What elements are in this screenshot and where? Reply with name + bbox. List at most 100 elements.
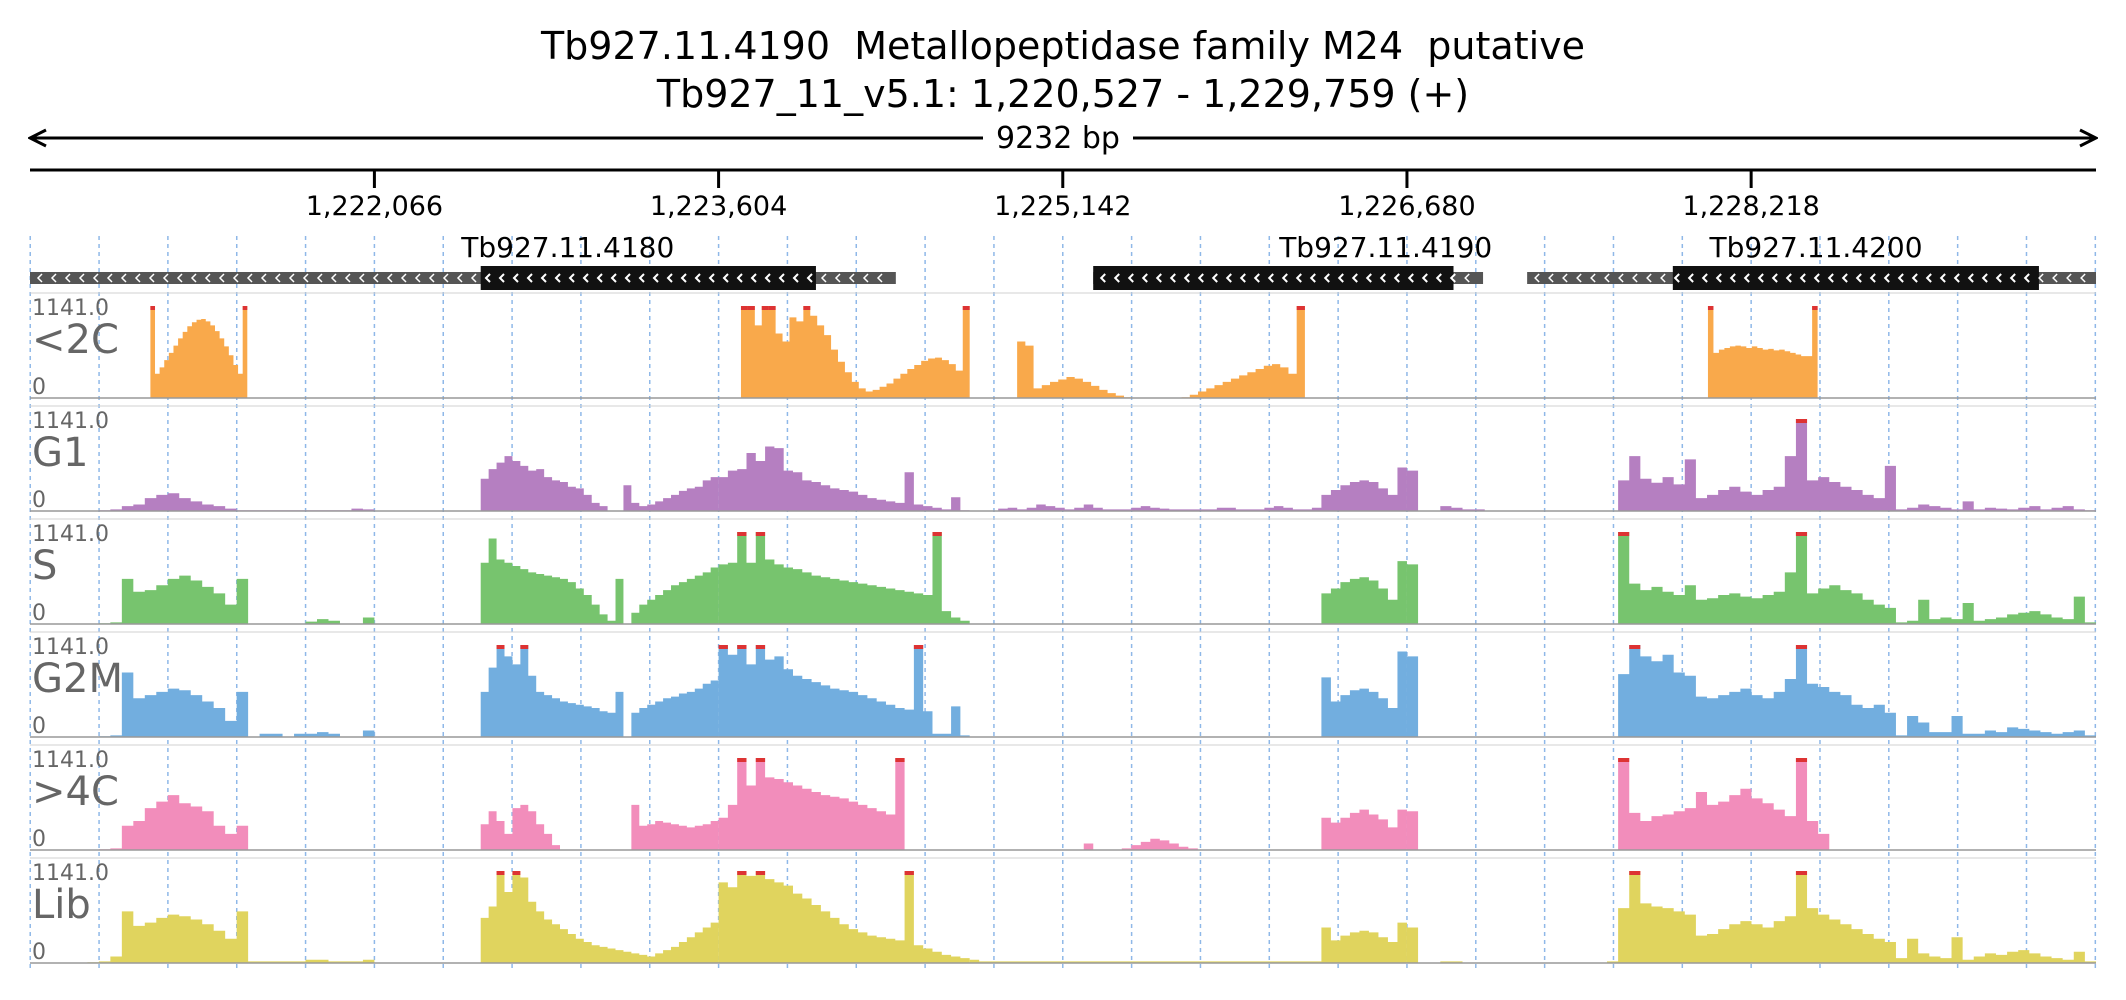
strand-chevron — [568, 273, 575, 283]
strand-chevron — [1660, 273, 1666, 283]
strand-chevron — [274, 273, 281, 283]
chart-title-locus: Tb927_11_v5.1: 1,220,527 - 1,229,759 (+) — [656, 72, 1470, 116]
strand-chevron — [232, 273, 239, 283]
coverage-area — [30, 575, 375, 624]
strand-chevron — [526, 273, 533, 283]
coverage-area — [480, 645, 719, 737]
strand-chevron — [148, 273, 155, 283]
clip-marker — [512, 871, 521, 875]
strand-chevron — [778, 273, 785, 283]
strand-chevron — [1827, 273, 1834, 283]
strand-chevron — [2052, 273, 2058, 283]
strand-chevron — [1393, 273, 1400, 283]
gene-label: Tb927.11.4180 — [460, 231, 674, 264]
strand-chevron — [582, 273, 589, 283]
strand-chevron — [92, 273, 99, 283]
strand-chevron — [36, 273, 43, 283]
strand-chevron — [652, 273, 659, 283]
clip-marker — [737, 758, 747, 762]
clip-marker — [755, 758, 766, 762]
strand-chevron — [1813, 273, 1820, 283]
strand-chevron — [414, 273, 421, 283]
track-max-label: 1141.0 — [32, 635, 109, 660]
strand-chevron — [1337, 273, 1344, 283]
track-name: G1 — [32, 430, 88, 476]
strand-chevron — [1715, 273, 1722, 283]
strand-chevron — [820, 273, 827, 283]
chart-title-gene: Tb927.11.4190 Metallopeptidase family M2… — [540, 24, 1586, 68]
strand-chevron — [1183, 273, 1190, 283]
strand-chevron — [764, 273, 771, 283]
strand-chevron — [1799, 273, 1806, 283]
clip-marker — [755, 871, 766, 875]
strand-chevron — [2080, 273, 2086, 283]
coverage-area — [30, 672, 375, 737]
strand-chevron — [316, 273, 323, 283]
clip-marker — [740, 306, 748, 310]
coverage-area — [718, 758, 970, 850]
clip-marker — [496, 645, 505, 649]
strand-chevron — [554, 273, 561, 283]
strand-chevron — [1897, 273, 1904, 283]
strand-chevron — [302, 273, 309, 283]
clip-marker — [496, 871, 505, 875]
track-name: Lib — [32, 882, 91, 928]
strand-chevron — [1576, 273, 1582, 283]
strand-chevron — [134, 273, 141, 283]
strand-chevron — [1953, 273, 1960, 283]
gene-label: Tb927.11.4190 — [1278, 231, 1492, 264]
strand-chevron — [386, 273, 393, 283]
coverage-area — [480, 456, 719, 511]
strand-chevron — [1757, 273, 1764, 283]
track-name: G2M — [32, 656, 123, 702]
strand-chevron — [1743, 273, 1750, 283]
strand-chevron — [1632, 273, 1638, 283]
clip-marker — [1812, 306, 1818, 310]
ruler-tick-label: 1,223,604 — [650, 191, 787, 222]
strand-chevron — [1604, 273, 1610, 283]
strand-chevron — [1435, 273, 1442, 283]
track-min-label: 0 — [32, 375, 46, 400]
clip-marker — [1795, 871, 1808, 875]
strand-chevron — [1351, 273, 1358, 283]
strand-chevron — [1323, 273, 1330, 283]
strand-chevron — [1225, 273, 1232, 283]
strand-chevron — [1449, 273, 1456, 283]
coverage-area — [718, 446, 970, 511]
clip-marker — [761, 306, 769, 310]
coverage-area — [740, 306, 970, 398]
strand-chevron — [1701, 273, 1708, 283]
strand-chevron — [1562, 273, 1568, 283]
ruler-tick-label: 1,225,142 — [994, 191, 1131, 222]
strand-chevron — [372, 273, 379, 283]
track-name: <2C — [32, 317, 119, 363]
strand-chevron — [1267, 273, 1274, 283]
strand-chevron — [1548, 273, 1554, 283]
strand-chevron — [1841, 273, 1848, 283]
coverage-area — [718, 645, 970, 737]
strand-chevron — [64, 273, 71, 283]
track-max-label: 1141.0 — [32, 522, 109, 547]
region-length-label: 9232 bp — [996, 121, 1120, 156]
strand-chevron — [680, 273, 687, 283]
coverage-area — [1017, 306, 1305, 398]
track-name: S — [32, 543, 57, 589]
gene-label: Tb927.11.4200 — [1709, 231, 1923, 264]
coverage-area — [969, 809, 1407, 850]
strand-chevron — [1155, 273, 1162, 283]
strand-chevron — [694, 273, 701, 283]
strand-chevron — [330, 273, 337, 283]
strand-chevron — [1464, 273, 1470, 283]
clip-marker — [1618, 532, 1630, 536]
coverage-area — [718, 532, 970, 624]
strand-chevron — [792, 273, 799, 283]
clip-marker — [747, 306, 755, 310]
strand-chevron — [78, 273, 85, 283]
strand-chevron — [666, 273, 673, 283]
track-max-label: 1141.0 — [32, 409, 109, 434]
strand-chevron — [1534, 273, 1540, 283]
strand-chevron — [540, 273, 547, 283]
strand-chevron — [862, 273, 869, 283]
strand-chevron — [1869, 273, 1876, 283]
track-name: >4C — [32, 769, 119, 815]
